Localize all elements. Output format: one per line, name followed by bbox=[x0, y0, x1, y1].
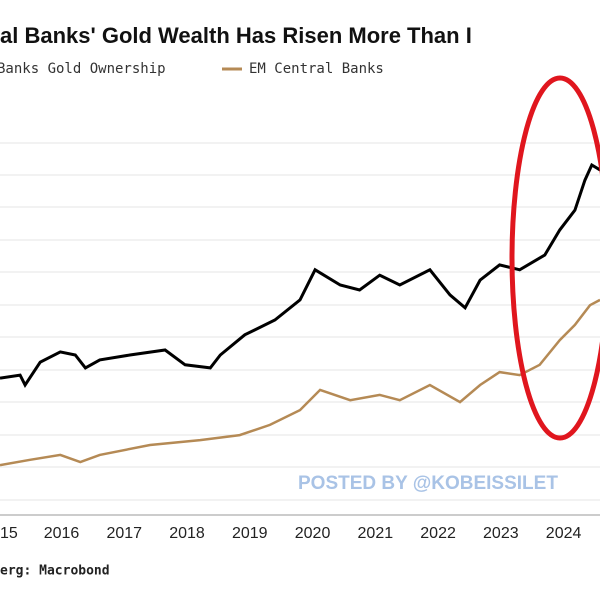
grid bbox=[0, 142, 600, 501]
x-tick-label: 2019 bbox=[232, 525, 268, 542]
x-tick-label: 2021 bbox=[358, 525, 394, 542]
watermark: POSTED BY @KOBEISSILET bbox=[298, 473, 558, 494]
legend-label: Banks Gold Ownership bbox=[0, 61, 166, 77]
x-tick-label: 2016 bbox=[44, 525, 80, 542]
series-line bbox=[0, 298, 600, 467]
x-tick-label: 2024 bbox=[546, 525, 582, 542]
x-tick-label: 2023 bbox=[483, 525, 519, 542]
chart-title: al Banks' Gold Wealth Has Risen More Tha… bbox=[0, 23, 472, 48]
series-line bbox=[0, 162, 600, 388]
legend-label: EM Central Banks bbox=[249, 61, 384, 77]
x-tick-label: 2017 bbox=[106, 525, 142, 542]
x-tick-label: 15 bbox=[0, 525, 18, 542]
source: erg: Macrobond bbox=[0, 564, 110, 579]
x-tick-label: 2020 bbox=[295, 525, 331, 542]
x-tick-label: 2018 bbox=[169, 525, 205, 542]
highlight-ellipse bbox=[509, 75, 600, 441]
x-tick-label: 2022 bbox=[420, 525, 456, 542]
